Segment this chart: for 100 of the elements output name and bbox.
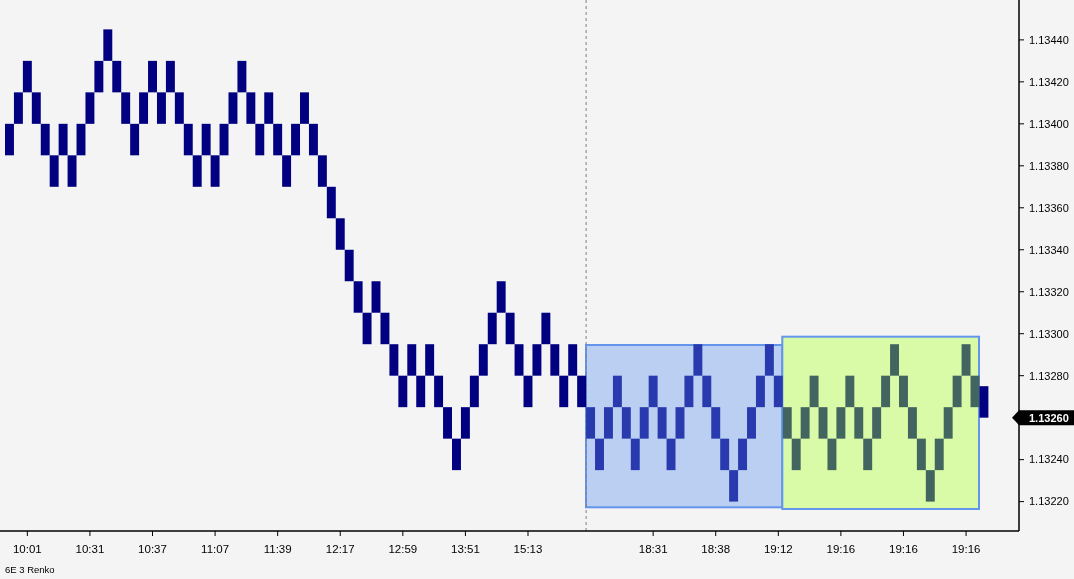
candlestick: [300, 92, 309, 124]
candlestick: [67, 155, 77, 187]
candlestick: [899, 375, 908, 408]
x-tick-label: 13:51: [451, 543, 480, 555]
candlestick: [684, 375, 694, 408]
x-tick-label: 18:31: [638, 543, 668, 555]
candlestick: [559, 375, 569, 408]
candlestick: [353, 281, 363, 313]
candlestick: [94, 60, 104, 93]
candlestick: [148, 60, 157, 93]
candlestick: [237, 60, 247, 93]
y-tick-label: 1.13440: [1029, 33, 1069, 46]
candlestick: [621, 407, 631, 439]
candlestick: [58, 123, 68, 156]
candlestick: [210, 155, 220, 187]
candlestick: [773, 375, 783, 408]
candlestick: [443, 407, 452, 439]
candlestick: [165, 60, 175, 93]
candlestick: [854, 407, 864, 439]
candlestick: [648, 375, 658, 408]
candlestick: [979, 386, 989, 418]
candlestick: [836, 407, 846, 439]
candlestick: [398, 375, 408, 408]
candlestick: [568, 344, 578, 376]
y-tick-label: 1.13300: [1029, 327, 1069, 340]
candlestick: [416, 375, 426, 408]
candlestick: [282, 155, 292, 187]
candlestick: [460, 407, 470, 439]
candlestick: [192, 155, 202, 187]
candlestick: [130, 123, 140, 156]
x-tick-label: 19:16: [826, 543, 856, 555]
x-tick-label: 19:16: [889, 543, 918, 555]
candlestick: [952, 375, 962, 408]
candlestick: [729, 470, 739, 502]
candlestick: [496, 281, 506, 313]
candlestick: [362, 312, 372, 345]
candlestick: [228, 92, 238, 124]
candlestick: [291, 123, 301, 156]
x-tick-label: 12:17: [325, 543, 355, 555]
candlestick: [13, 92, 23, 124]
candlestick: [487, 312, 497, 345]
candlestick: [371, 281, 381, 313]
candlestick: [514, 344, 524, 376]
candlestick: [326, 186, 336, 219]
candlestick: [711, 407, 721, 439]
candlestick: [121, 92, 131, 124]
candlestick: [800, 407, 810, 439]
candlestick: [389, 344, 399, 376]
candlestick: [925, 470, 935, 502]
candlestick: [541, 312, 551, 345]
candlestick: [335, 218, 345, 250]
x-tick-label: 11:07: [201, 543, 230, 555]
y-tick-label: 1.13420: [1029, 75, 1069, 88]
candlestick: [657, 407, 667, 439]
candlestick: [85, 92, 95, 124]
candlestick: [612, 375, 622, 408]
candlestick: [907, 407, 917, 439]
candlestick: [174, 92, 184, 124]
candlestick: [31, 92, 41, 124]
candlestick: [809, 375, 819, 408]
candlestick: [550, 344, 560, 376]
candlestick: [139, 92, 149, 124]
candlestick: [863, 438, 873, 471]
candlestick: [666, 438, 676, 471]
candlestick: [577, 375, 587, 408]
candlestick: [782, 407, 792, 439]
x-tick-label: 11:39: [263, 543, 292, 555]
candlestick: [434, 375, 444, 408]
y-tick-label: 1.13340: [1029, 243, 1069, 256]
candlestick: [273, 123, 283, 156]
text: 1.13260: [1029, 411, 1069, 424]
candlestick: [791, 438, 801, 471]
candlestick: [201, 123, 211, 156]
text: 6E 3 Renko: [5, 564, 55, 575]
candlestick: [505, 312, 515, 345]
x-tick-label: 18:38: [701, 543, 731, 555]
y-tick-label: 1.13220: [1029, 495, 1069, 508]
x-tick-label: 15:13: [513, 543, 543, 555]
candlestick: [595, 438, 604, 471]
candlestick: [452, 438, 461, 471]
candlestick: [469, 375, 479, 408]
candlestick: [693, 344, 703, 376]
candlestick: [639, 407, 649, 439]
candlestick: [881, 375, 891, 408]
candlestick: [755, 375, 765, 408]
x-tick-label: 19:16: [951, 543, 981, 555]
candlestick: [380, 312, 390, 345]
candlestick: [407, 344, 417, 376]
candlestick: [890, 344, 899, 376]
candlestick: [827, 438, 837, 471]
candlestick: [308, 123, 318, 156]
candlestick: [675, 407, 685, 439]
y-tick-label: 1.13400: [1029, 117, 1069, 130]
candlestick: [246, 92, 256, 124]
candlestick: [156, 92, 166, 124]
candlestick: [916, 438, 926, 471]
candlestick: [738, 438, 748, 471]
candlestick: [934, 438, 944, 471]
candlestick: [747, 407, 756, 439]
x-tick-label: 19:12: [763, 543, 793, 555]
